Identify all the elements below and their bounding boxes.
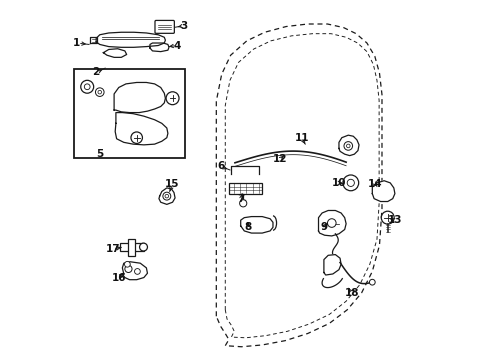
Circle shape [125, 265, 132, 273]
Text: 5: 5 [96, 149, 103, 159]
Text: 7: 7 [238, 194, 245, 204]
Circle shape [369, 279, 375, 285]
Polygon shape [339, 135, 359, 156]
Polygon shape [318, 211, 346, 236]
Circle shape [240, 200, 247, 207]
Circle shape [344, 141, 353, 150]
Bar [74, 69, 185, 158]
Text: 13: 13 [388, 215, 402, 225]
FancyBboxPatch shape [120, 243, 144, 251]
Polygon shape [159, 188, 175, 204]
Text: 15: 15 [165, 179, 180, 189]
Circle shape [166, 92, 179, 105]
Text: 16: 16 [112, 273, 126, 283]
Text: 1: 1 [73, 38, 80, 48]
Bar [229, 183, 262, 194]
Circle shape [327, 219, 336, 227]
Circle shape [96, 88, 104, 96]
Circle shape [347, 179, 354, 186]
Text: 18: 18 [344, 288, 359, 298]
Text: 11: 11 [294, 133, 309, 143]
Text: 2: 2 [93, 67, 100, 77]
Circle shape [163, 192, 171, 200]
Circle shape [124, 261, 130, 267]
Circle shape [381, 211, 394, 224]
Circle shape [81, 80, 94, 93]
Polygon shape [115, 113, 168, 145]
Circle shape [135, 269, 140, 274]
Polygon shape [114, 82, 166, 113]
Text: 9: 9 [320, 222, 327, 232]
Text: 4: 4 [173, 41, 180, 50]
Polygon shape [150, 43, 169, 51]
Circle shape [343, 175, 359, 191]
Polygon shape [324, 255, 341, 275]
FancyBboxPatch shape [155, 21, 174, 33]
Polygon shape [96, 32, 166, 47]
Text: 17: 17 [106, 244, 121, 254]
Polygon shape [372, 181, 395, 202]
Text: 12: 12 [273, 154, 288, 164]
Polygon shape [241, 217, 273, 233]
Circle shape [140, 243, 147, 251]
Polygon shape [103, 49, 126, 57]
Polygon shape [122, 262, 147, 280]
Circle shape [131, 132, 143, 143]
Text: 10: 10 [332, 178, 346, 188]
Text: 6: 6 [217, 161, 224, 171]
FancyBboxPatch shape [128, 239, 135, 256]
Text: 8: 8 [244, 222, 251, 232]
Text: 14: 14 [368, 179, 382, 189]
Text: 3: 3 [180, 21, 188, 31]
Polygon shape [90, 37, 97, 43]
